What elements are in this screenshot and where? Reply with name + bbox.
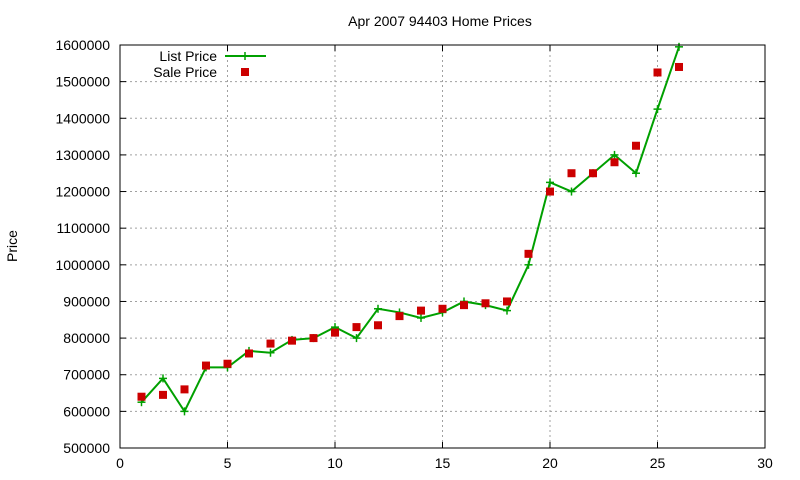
sale-price-point [288,336,296,345]
sale-price-point [460,301,468,310]
y-axis-label: Price [4,230,20,262]
list-price-point [374,304,382,313]
list-price-point [503,306,511,315]
legend-label: List Price [159,48,217,64]
sale-price-point [632,141,640,150]
x-tick-label: 0 [116,455,124,471]
x-tick-label: 20 [542,455,558,471]
y-tick-label: 1300000 [55,147,110,163]
y-tick-label: 1600000 [55,37,110,53]
sale-price-point [202,361,210,370]
x-tick-label: 5 [224,455,232,471]
y-tick-label: 800000 [63,330,110,346]
y-tick-label: 600000 [63,403,110,419]
list-price-point [266,348,275,357]
sale-price-point [524,249,533,258]
sale-price-point [438,304,447,313]
list-price-point [653,105,662,114]
list-price-point [632,169,640,178]
sale-price-point [352,323,361,332]
sale-price-point [653,68,662,77]
sale-price-point [245,349,253,358]
list-price-point [180,407,189,416]
sale-price-point [546,187,554,196]
y-tick-label: 500000 [63,440,110,456]
x-tick-label: 15 [435,455,451,471]
list-price-point [567,187,576,196]
sale-price-point [503,297,511,306]
list-price-point [524,260,533,269]
sale-price-point [137,392,146,401]
list-price-point [352,334,361,343]
list-price-point [675,42,683,51]
legend-swatch-square [241,68,249,76]
series-1 [137,42,683,416]
sale-price-point [223,359,232,368]
list-price-line [140,46,680,414]
sale-price-point [266,339,275,348]
chart-title: Apr 2007 94403 Home Prices [348,13,532,29]
series-layer [137,42,683,416]
y-tick-label: 1200000 [55,184,110,200]
sale-price-point [374,321,382,330]
sale-price-point [159,390,167,399]
list-price-point [159,374,167,383]
sale-price-point [309,334,318,343]
list-price-point [546,178,554,187]
grid [120,45,765,448]
sale-price-point [395,312,404,321]
series-2 [137,62,683,401]
x-tick-label: 10 [327,455,343,471]
y-tick-label: 700000 [63,367,110,383]
sale-price-point [675,62,683,71]
sale-price-point [481,299,490,308]
sale-price-point [417,306,425,315]
sale-price-point [567,169,576,178]
x-tick-label: 25 [650,455,666,471]
plot-frame [119,44,766,449]
y-tick-label: 900000 [63,293,110,309]
sale-price-point [589,169,597,178]
sale-price-point [180,385,189,394]
sale-price-point [610,158,619,167]
legend-swatch-cross [241,52,249,60]
legend-label: Sale Price [153,64,217,80]
y-tick-label: 1000000 [55,257,110,273]
list-price-point [417,313,425,322]
y-tick-label: 1400000 [55,110,110,126]
ticks: 500000 600000 700000 800000 900000 1000000 110… [55,37,773,471]
sale-price-point [331,328,339,337]
list-price-point [610,150,619,159]
y-tick-label: 1500000 [55,74,110,90]
x-tick-label: 30 [757,455,773,471]
y-tick-label: 1100000 [57,220,111,236]
